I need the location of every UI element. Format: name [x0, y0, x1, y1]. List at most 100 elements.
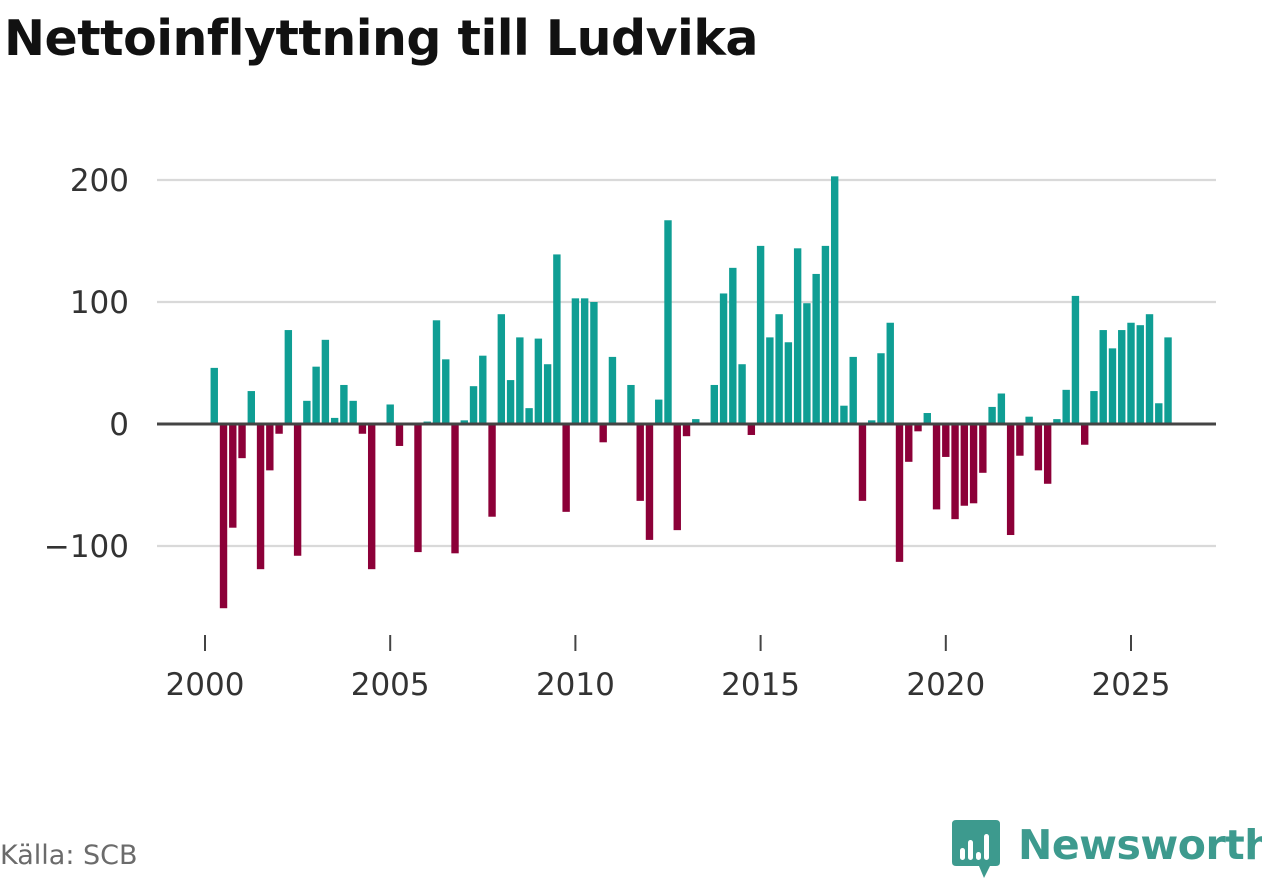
bar-2010.25	[580, 298, 589, 424]
bar-2003.25	[321, 339, 330, 424]
bar-2003	[312, 366, 320, 424]
bar-2000.25	[210, 367, 218, 424]
bar-2014.75	[747, 424, 756, 435]
bar-2006.5	[442, 359, 450, 424]
bar-2023.5	[1071, 295, 1080, 424]
bar-2010	[571, 298, 580, 424]
bar-2008	[497, 314, 506, 424]
bar-2019	[905, 424, 913, 462]
x-tick-label: 2020	[906, 667, 985, 703]
brand-logo[interactable]: Newsworthy	[950, 818, 1262, 880]
bar-2023.25	[1062, 389, 1070, 424]
bar-2005	[386, 404, 394, 424]
bar-2024.75	[1118, 330, 1126, 424]
bar-2022.5	[1034, 424, 1043, 471]
bar-2006.25	[432, 320, 441, 424]
bar-2017.75	[858, 424, 867, 501]
bar-2023.75	[1081, 424, 1089, 445]
bar-2023	[1053, 419, 1061, 424]
bar-2021.75	[1006, 424, 1015, 536]
bar-chart: 200 100 0 −100 2000 2005 2010 2015 2020 2025	[44, 163, 1216, 703]
x-tick-label: 2025	[1092, 667, 1171, 703]
bar-2024	[1090, 391, 1098, 424]
y-tick-label: −100	[44, 529, 129, 565]
bar-2001.25	[247, 391, 255, 424]
bar-2001.5	[256, 424, 265, 570]
bar-2008.75	[525, 408, 533, 424]
bar-2002.25	[284, 330, 293, 424]
bar-2018.5	[886, 322, 894, 424]
bar-2024.5	[1108, 348, 1117, 424]
bar-2018	[868, 420, 876, 424]
gridlines	[157, 178, 1216, 548]
bar-2009.25	[543, 364, 552, 424]
axes: 200 100 0 −100 2000 2005 2010 2015 2020 2025	[44, 163, 1216, 703]
bar-2013.25	[692, 419, 700, 424]
bar-2026	[1164, 337, 1172, 424]
bar-2009.75	[562, 424, 570, 512]
bar-2014.5	[738, 364, 746, 424]
bar-2024.25	[1099, 330, 1107, 424]
bar-2015.75	[784, 342, 793, 424]
x-tick-label: 2010	[536, 667, 615, 703]
bar-2020.25	[951, 424, 959, 520]
bar-2012.25	[655, 399, 663, 424]
bar-2022	[1016, 424, 1024, 456]
bar-2018.75	[895, 424, 904, 562]
bar-2002	[275, 424, 283, 434]
bar-2007.75	[488, 424, 496, 517]
bar-2018.25	[877, 353, 885, 424]
newsworthy-logo-icon	[952, 820, 1000, 878]
chart-title: Nettoinflyttning till Ludvika	[4, 10, 758, 67]
bar-2017.5	[849, 356, 857, 424]
bar-2003.75	[340, 384, 348, 424]
bar-2021	[979, 424, 987, 473]
bar-2002.75	[303, 400, 311, 424]
bar-2012	[645, 424, 654, 540]
bar-2025.75	[1155, 403, 1163, 424]
bar-2010.75	[599, 424, 607, 443]
bar-2007	[460, 420, 468, 424]
bar-2004.25	[358, 424, 367, 434]
bar-2014	[719, 293, 728, 424]
bar-2025	[1127, 322, 1135, 424]
bar-2012.5	[664, 220, 672, 424]
source-note: Källa: SCB	[0, 840, 138, 871]
bar-2022.25	[1025, 416, 1033, 424]
bar-2010.5	[590, 302, 598, 424]
bar-2025.5	[1145, 314, 1154, 424]
bar-2008.25	[506, 380, 515, 424]
bar-2015.25	[766, 337, 774, 424]
bar-2016.5	[812, 273, 820, 424]
bar-2012.75	[673, 424, 681, 531]
bar-2007.25	[469, 386, 478, 424]
bar-2017	[830, 176, 839, 424]
bar-2016.75	[821, 245, 830, 424]
bar-2009.5	[553, 254, 561, 424]
x-tick-label: 2015	[721, 667, 800, 703]
bar-2019.5	[923, 413, 931, 424]
bar-2013.75	[710, 384, 718, 424]
bar-2001	[238, 424, 246, 459]
bar-2008.5	[516, 337, 524, 424]
bar-2014.25	[729, 267, 737, 424]
bars	[210, 176, 1172, 609]
bar-2005.75	[414, 424, 422, 553]
bar-2015.5	[775, 314, 783, 424]
bar-2011	[608, 356, 617, 424]
bar-2004	[349, 400, 357, 424]
y-tick-label: 200	[70, 163, 129, 199]
bar-2021.25	[988, 406, 996, 424]
bar-2002.5	[293, 424, 302, 556]
x-tick-label: 2005	[351, 667, 430, 703]
bar-2021.5	[997, 393, 1006, 424]
bar-2005.25	[395, 424, 404, 446]
bar-2006.75	[451, 424, 459, 554]
bar-2000.5	[219, 424, 228, 609]
bar-2015	[756, 245, 765, 424]
bar-2020.75	[969, 424, 978, 504]
bar-2017.25	[840, 405, 848, 424]
bar-2000.75	[229, 424, 237, 528]
bar-2019.25	[914, 424, 922, 432]
bar-2019.75	[932, 424, 941, 510]
